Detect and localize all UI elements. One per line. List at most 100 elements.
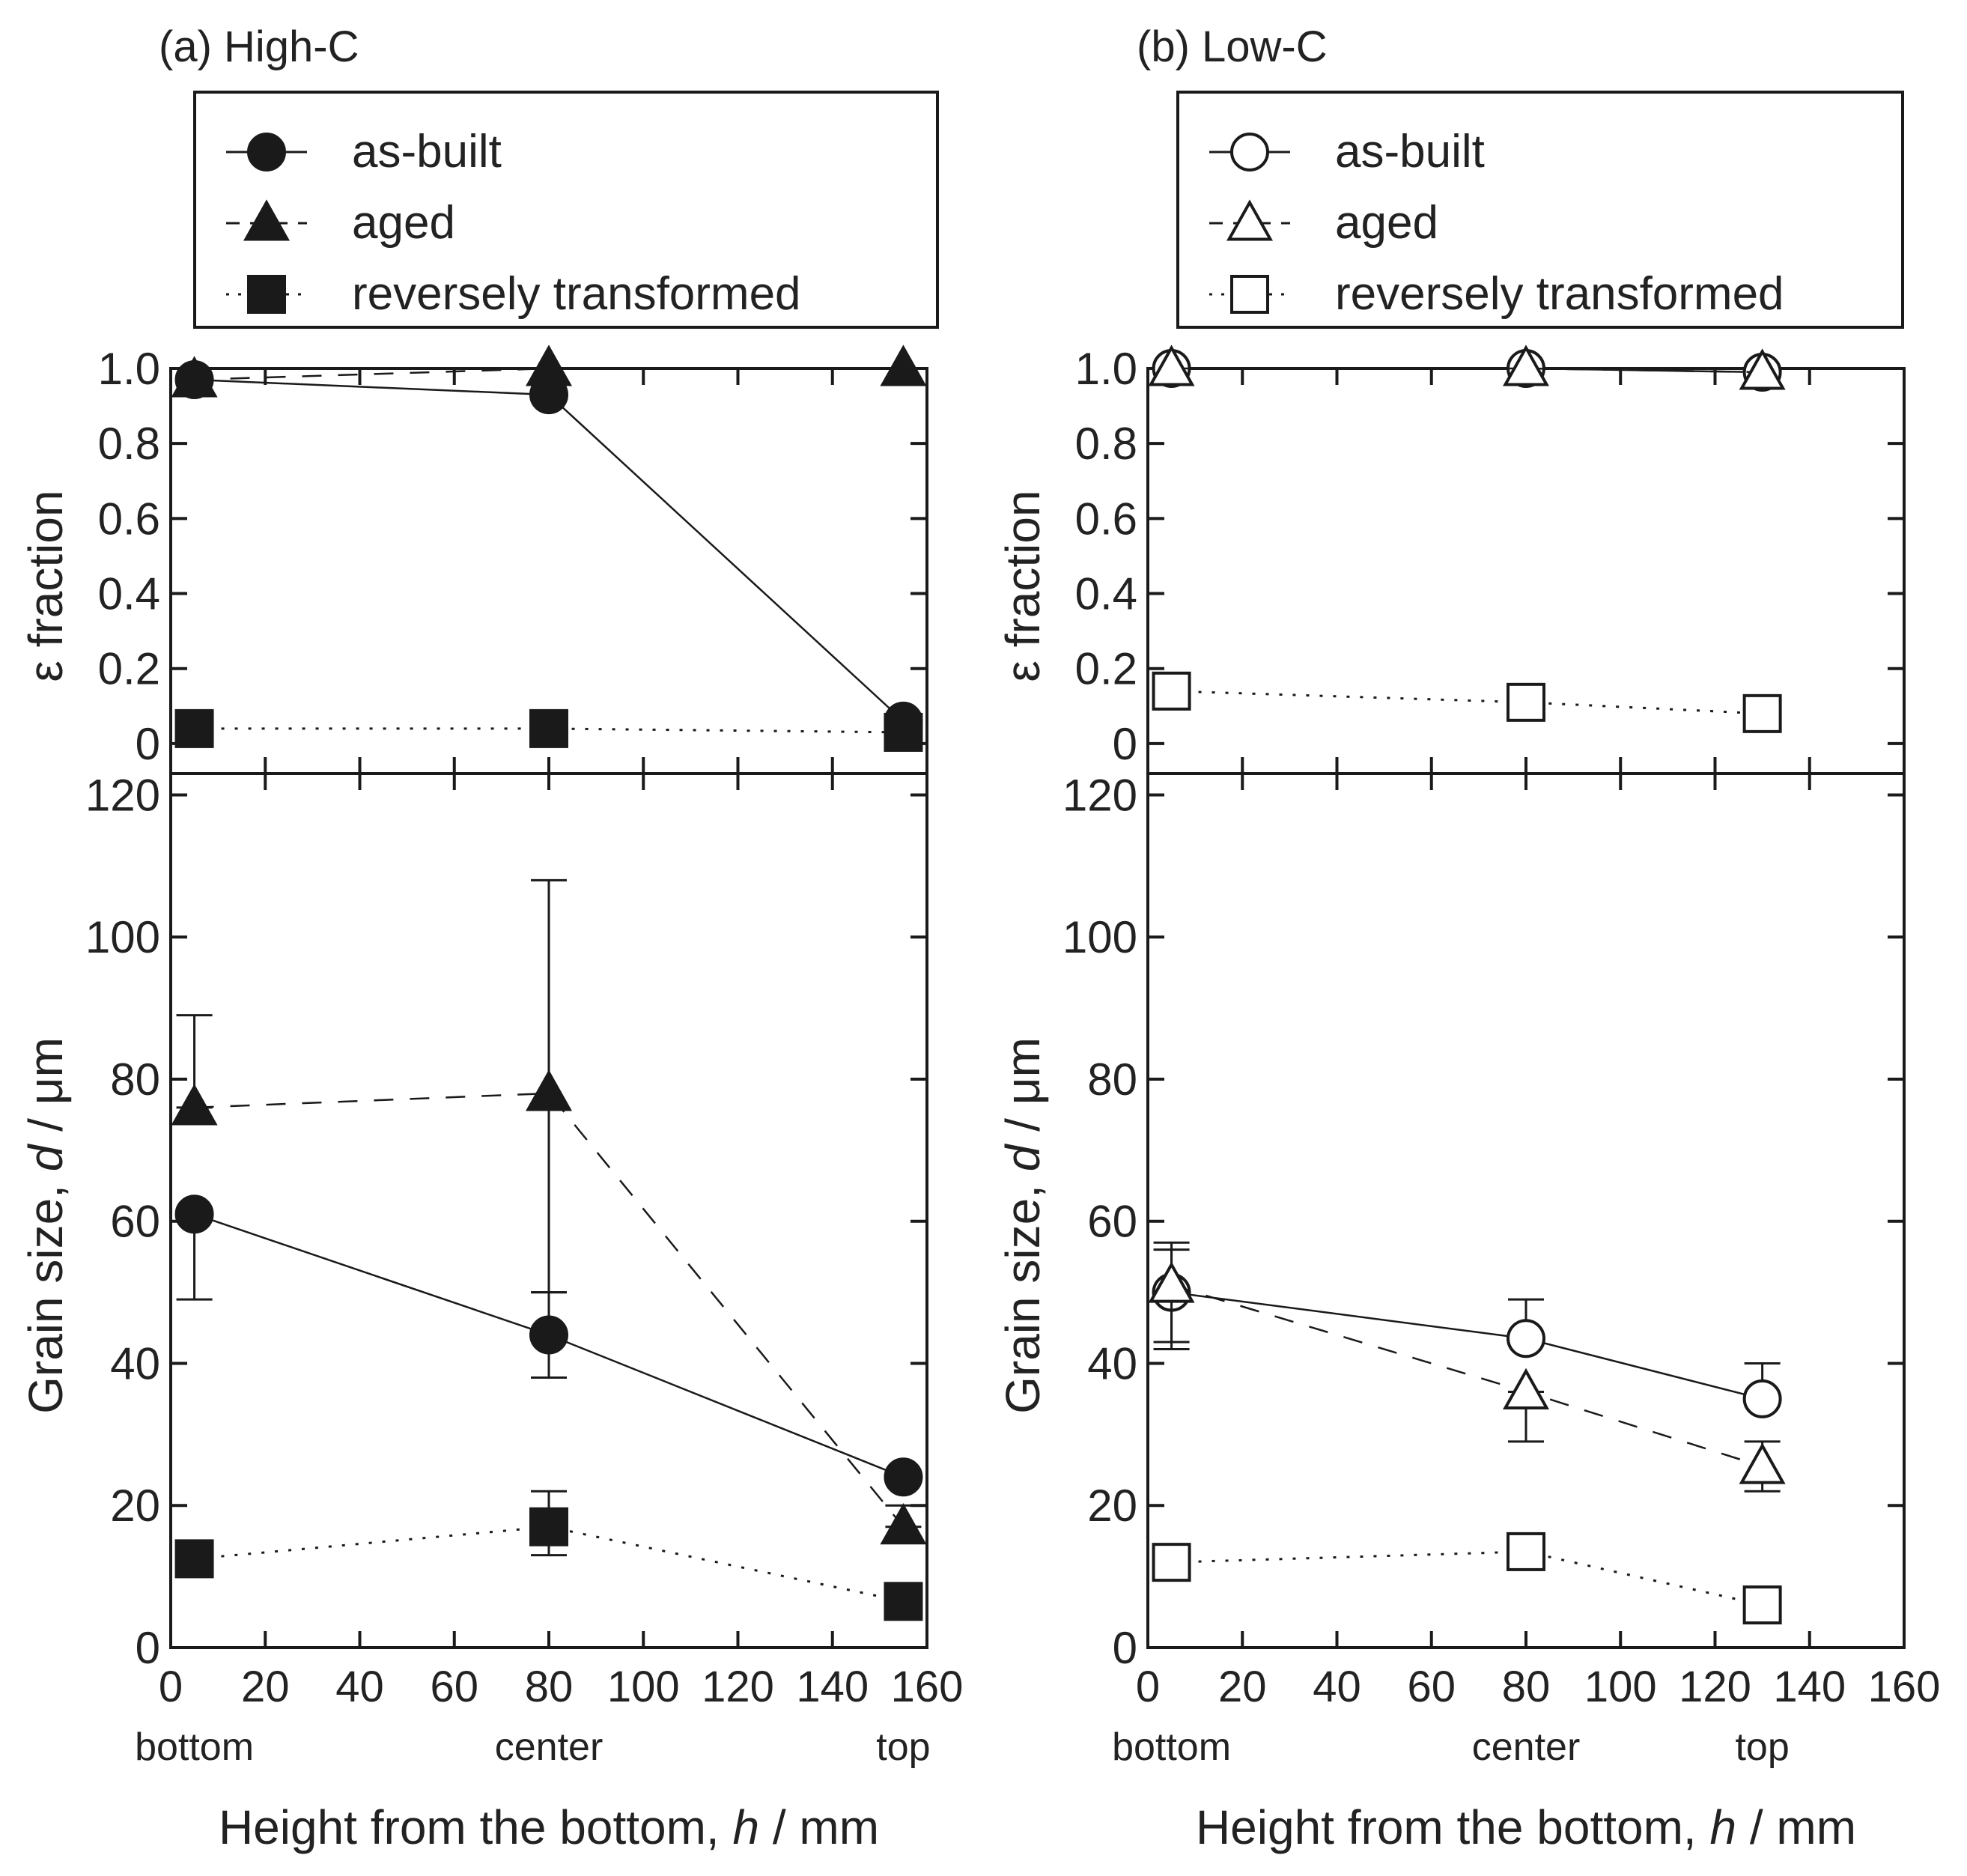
y-tick-label: 40 xyxy=(110,1338,160,1388)
legend-marker xyxy=(243,199,291,241)
legend-marker xyxy=(247,133,286,171)
data-point xyxy=(1152,671,1191,711)
legend-marker xyxy=(247,275,286,314)
data-point xyxy=(171,356,218,398)
position-label: center xyxy=(495,1725,604,1769)
legend-marker xyxy=(1230,275,1269,314)
fraction-series-2 xyxy=(1152,671,1782,733)
panel-title: (a) High-C xyxy=(159,22,359,71)
data-point xyxy=(884,1582,923,1621)
x-tick-label: 20 xyxy=(241,1663,290,1711)
legend-marker xyxy=(1226,199,1274,241)
data-point xyxy=(1148,1261,1195,1303)
legend-box xyxy=(1176,91,1904,329)
data-point xyxy=(880,344,927,386)
series-line xyxy=(194,1092,905,1528)
grain-series-2 xyxy=(1152,1532,1782,1625)
y-axis-title-part: / μm xyxy=(19,1037,73,1145)
y-axis-title-grain: Grain size, d / μm xyxy=(996,1037,1050,1414)
x-tick-label: 120 xyxy=(1679,1663,1751,1711)
data-point xyxy=(884,1457,923,1497)
y-axis-title-grain: Grain size, d / μm xyxy=(19,1037,73,1414)
data-point xyxy=(1507,682,1545,722)
y-tick-label: 0 xyxy=(136,719,160,769)
x-axis-title: Height from the bottom, h / mm xyxy=(219,1800,879,1854)
y-tick-label: 0 xyxy=(1113,1623,1137,1673)
data-point xyxy=(529,1315,568,1355)
legend-label: reversely transformed xyxy=(352,268,801,320)
x-axis-title-var: h xyxy=(1709,1800,1736,1854)
legend-label: aged xyxy=(352,197,455,249)
x-tick-label: 60 xyxy=(430,1663,478,1711)
y-axis-title-part: Grain size, xyxy=(996,1171,1050,1414)
fraction-series-1 xyxy=(1148,344,1786,390)
y-axis-title-part: d xyxy=(996,1143,1050,1171)
y-tick-label: 1.0 xyxy=(98,344,160,394)
data-point xyxy=(174,1194,214,1234)
y-axis-title-part: d xyxy=(19,1143,73,1171)
grain-series-2 xyxy=(174,1490,923,1621)
legend-label: reversely transformed xyxy=(1335,268,1784,320)
y-tick-label: 80 xyxy=(110,1054,160,1105)
x-axis-title-text: Height from the bottom, xyxy=(1196,1800,1710,1854)
x-tick-label: 0 xyxy=(1136,1663,1160,1711)
chart-panel-b: (b) Low-C as-built aged reversely transform… xyxy=(996,22,1940,1854)
x-axis-title: Height from the bottom, h / mm xyxy=(1196,1800,1856,1854)
data-point xyxy=(1739,348,1786,390)
x-tick-label: 40 xyxy=(1313,1663,1361,1711)
x-tick-label: 140 xyxy=(796,1663,869,1711)
data-point xyxy=(171,1084,218,1126)
x-tick-label: 120 xyxy=(702,1663,774,1711)
y-tick-label: 80 xyxy=(1087,1054,1137,1105)
x-tick-label: 160 xyxy=(1868,1663,1941,1711)
legend-label: as-built xyxy=(1335,126,1485,177)
data-point xyxy=(1152,1543,1191,1582)
data-point xyxy=(1742,693,1782,733)
data-point xyxy=(1507,1532,1545,1571)
x-tick-label: 20 xyxy=(1218,1663,1267,1711)
y-tick-label: 0.6 xyxy=(1075,494,1137,544)
data-point xyxy=(525,344,573,386)
data-point xyxy=(1148,344,1195,386)
x-axis-title-unit: / mm xyxy=(1736,1800,1856,1854)
x-tick-label: 0 xyxy=(159,1663,183,1711)
data-point xyxy=(1502,1367,1550,1409)
data-point xyxy=(1502,344,1550,386)
y-tick-label: 1.0 xyxy=(1075,344,1137,394)
y-tick-label: 0.4 xyxy=(98,569,160,619)
data-point xyxy=(174,1539,214,1579)
fraction-series-1 xyxy=(171,344,927,398)
y-tick-label: 0.2 xyxy=(98,644,160,694)
y-axis-title-fraction: ε fraction xyxy=(19,490,73,682)
grain-series-0 xyxy=(174,1194,923,1497)
y-tick-label: 0.6 xyxy=(98,494,160,544)
y-tick-label: 120 xyxy=(85,770,160,820)
x-tick-label: 100 xyxy=(1584,1663,1657,1711)
data-point xyxy=(1742,1379,1782,1418)
x-tick-label: 160 xyxy=(891,1663,964,1711)
y-tick-label: 0 xyxy=(136,1623,160,1673)
data-point xyxy=(174,708,214,748)
position-label: bottom xyxy=(1112,1725,1231,1769)
panel-title: (b) Low-C xyxy=(1137,22,1328,71)
series-line xyxy=(1171,690,1763,715)
data-point xyxy=(880,1503,927,1545)
legend-box xyxy=(193,91,939,329)
y-tick-label: 120 xyxy=(1062,770,1137,820)
x-axis-title-var: h xyxy=(732,1800,759,1854)
y-tick-label: 100 xyxy=(85,912,160,962)
y-tick-label: 0.8 xyxy=(98,419,160,469)
data-point xyxy=(529,708,568,748)
data-point xyxy=(1742,1585,1782,1625)
fraction-series-2 xyxy=(174,708,923,752)
y-axis-title-fraction: ε fraction xyxy=(996,490,1050,682)
series-line xyxy=(1171,367,1763,374)
position-label: bottom xyxy=(135,1725,254,1769)
y-tick-label: 20 xyxy=(1087,1481,1137,1531)
y-tick-label: 40 xyxy=(1087,1338,1137,1388)
data-point xyxy=(1739,1442,1786,1484)
y-tick-label: 0.4 xyxy=(1075,569,1137,619)
position-label: center xyxy=(1472,1725,1581,1769)
y-tick-label: 60 xyxy=(1087,1197,1137,1247)
